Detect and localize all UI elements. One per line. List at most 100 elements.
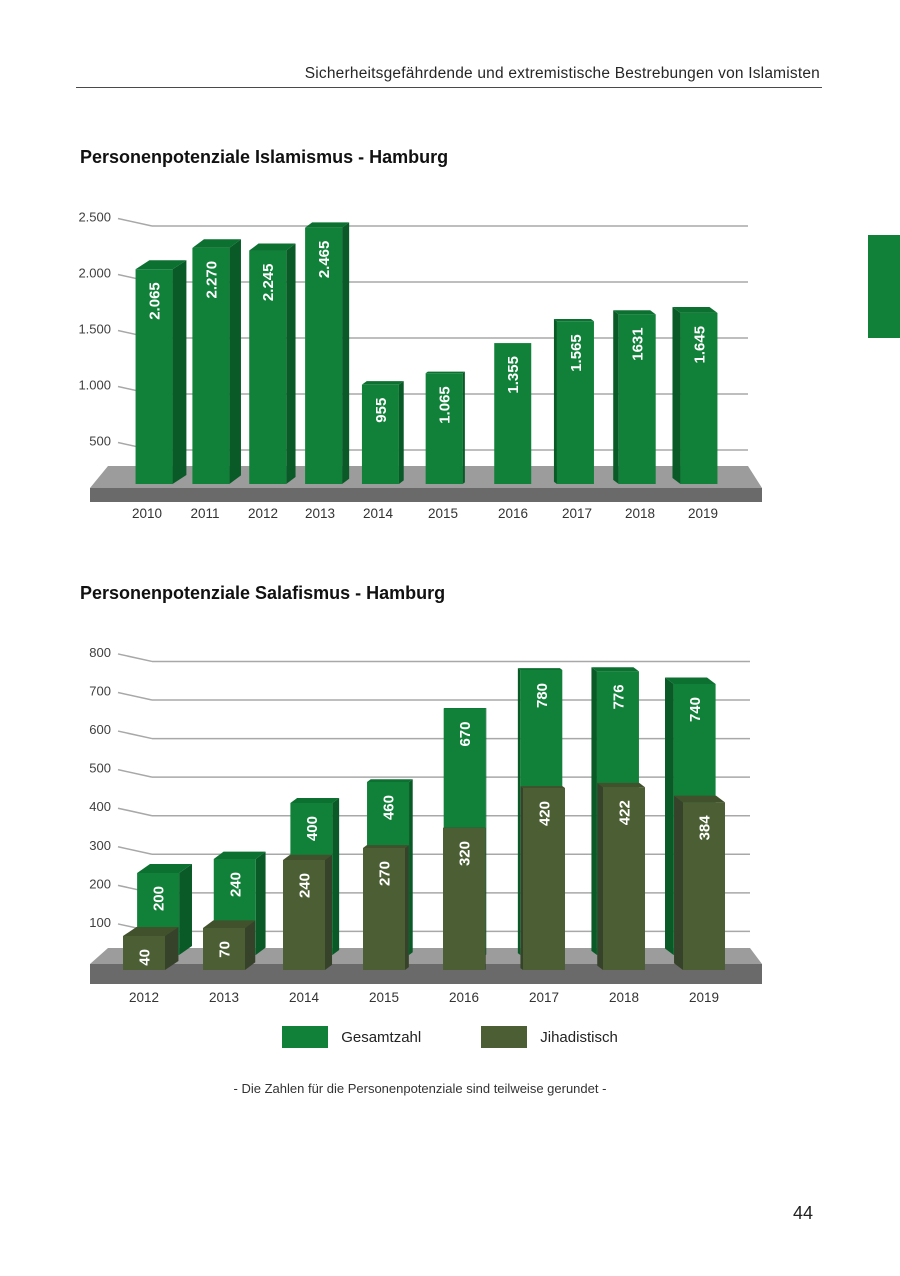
bar xyxy=(523,788,565,970)
x-tick-label: 2012 xyxy=(248,506,278,521)
bar-value-label: 2.065 xyxy=(147,282,164,320)
x-tick-label: 2012 xyxy=(129,990,159,1005)
bar xyxy=(361,384,399,484)
bar-top-face xyxy=(425,371,465,374)
x-tick-label: 2017 xyxy=(529,990,559,1005)
islamismus-bar-chart: 500 1.000 1.500 2.000 2.500 2.065 2.270 2.245 2.… xyxy=(78,210,762,521)
bar-top-face xyxy=(613,310,656,315)
bar xyxy=(192,247,230,484)
bar-value-label: 240 xyxy=(297,873,314,898)
chart2-title: Personenpotenziale Salafismus - Hamburg xyxy=(80,583,446,603)
bar-side-face xyxy=(553,318,557,484)
bar-top-face xyxy=(290,797,340,803)
bar-value-label: 200 xyxy=(151,886,168,911)
bar-top-face xyxy=(674,795,725,803)
legend-item-jihadistisch: Jihadistisch xyxy=(481,1026,618,1048)
bar-value-label: 776 xyxy=(610,684,627,709)
y-tick-label: 1.000 xyxy=(78,378,111,393)
y-tick-label: 300 xyxy=(89,838,111,853)
bar-side-face xyxy=(255,851,266,955)
bar-top-face xyxy=(363,845,409,848)
y-tick-label: 500 xyxy=(89,761,111,776)
y-tick-label: 500 xyxy=(89,434,111,449)
chapter-tab xyxy=(868,235,900,338)
gridline-wall-segment xyxy=(117,807,153,817)
bar xyxy=(305,227,343,484)
bar-value-label: 1.355 xyxy=(505,356,522,394)
bar xyxy=(680,312,718,484)
bar xyxy=(603,787,645,970)
x-tick-label: 2015 xyxy=(369,990,399,1005)
bar-side-face xyxy=(332,797,340,955)
bar-top-face xyxy=(123,927,179,936)
bar-side-face xyxy=(591,667,597,955)
bar-value-label: 320 xyxy=(457,841,474,866)
y-tick-label: 200 xyxy=(89,876,111,891)
legend-label-gesamtzahl: Gesamtzahl xyxy=(341,1028,422,1046)
bar-side-face xyxy=(172,260,187,484)
bar-side-face xyxy=(342,222,350,484)
x-tick-label: 2019 xyxy=(689,990,719,1005)
y-tick-label: 2.500 xyxy=(78,210,111,225)
x-tick-label: 2014 xyxy=(363,506,394,521)
gridline-wall-segment xyxy=(117,691,153,701)
bar xyxy=(123,936,165,970)
bar-value-label: 420 xyxy=(537,801,554,826)
bar-value-label: 2.245 xyxy=(260,264,277,302)
y-tick-label: 2.000 xyxy=(78,266,111,281)
bar-top-face xyxy=(665,677,716,684)
gridline-wall-segment xyxy=(117,730,153,740)
chart2-legend: Gesamtzahl Jihadistisch xyxy=(0,1026,900,1048)
bar-side-face xyxy=(398,381,404,484)
bar-side-face xyxy=(229,239,241,484)
bar-side-face xyxy=(672,306,681,484)
gridline-wall-segment xyxy=(117,768,153,778)
legend-item-gesamtzahl: Gesamtzahl xyxy=(282,1026,421,1048)
bar-value-label: 740 xyxy=(687,697,704,722)
bar-top-face xyxy=(553,318,594,322)
bar-side-face xyxy=(405,845,409,970)
page-number: 44 xyxy=(793,1203,814,1223)
bar-top-face xyxy=(591,667,639,672)
bar xyxy=(443,828,485,970)
bar-value-label: 1.645 xyxy=(691,326,708,364)
bar-side-face xyxy=(613,310,619,484)
salafismus-bar-chart: 100 200 300 400 500 600 700 800 200 240 400 460 670 7… xyxy=(89,645,762,1005)
x-tick-label: 2016 xyxy=(498,506,528,521)
bar-value-label: 422 xyxy=(617,800,634,825)
bar-top-face xyxy=(361,381,404,385)
chart-floor-top xyxy=(90,948,762,964)
bar-side-face xyxy=(674,795,683,970)
bar-side-face xyxy=(485,827,486,970)
bar-side-face xyxy=(665,677,674,955)
gridline-wall-segment xyxy=(117,653,153,663)
bar-top-face xyxy=(213,851,266,859)
bar-side-face xyxy=(325,854,333,970)
bar-top-face xyxy=(283,854,333,860)
bar-value-label: 2.270 xyxy=(203,261,220,299)
chart1-title: Personenpotenziale Islamismus - Hamburg xyxy=(80,147,449,167)
x-tick-label: 2013 xyxy=(305,506,335,521)
bar-value-label: 1.065 xyxy=(437,386,454,424)
bar xyxy=(556,321,594,484)
y-tick-label: 800 xyxy=(89,645,111,660)
y-tick-label: 700 xyxy=(89,684,111,699)
bar-side-face xyxy=(409,779,413,955)
chart-floor-front xyxy=(90,488,762,502)
bar-top-face xyxy=(305,222,350,228)
bar-top-face xyxy=(249,243,296,251)
bar-value-label: 780 xyxy=(534,683,551,708)
bar-value-label: 2.465 xyxy=(316,241,333,279)
bar xyxy=(249,250,287,484)
bar-side-face xyxy=(520,786,523,970)
bar-top-face xyxy=(367,779,413,782)
footnote: - Die Zahlen für die Personenpotenziale … xyxy=(233,1081,607,1096)
bar-top-face xyxy=(203,920,256,928)
y-tick-label: 600 xyxy=(89,722,111,737)
bar-side-face xyxy=(286,243,296,484)
x-tick-label: 2011 xyxy=(190,506,219,521)
x-tick-label: 2010 xyxy=(132,506,162,521)
bar xyxy=(618,314,656,484)
bar-side-face xyxy=(462,371,465,484)
bar-top-face xyxy=(597,782,645,788)
